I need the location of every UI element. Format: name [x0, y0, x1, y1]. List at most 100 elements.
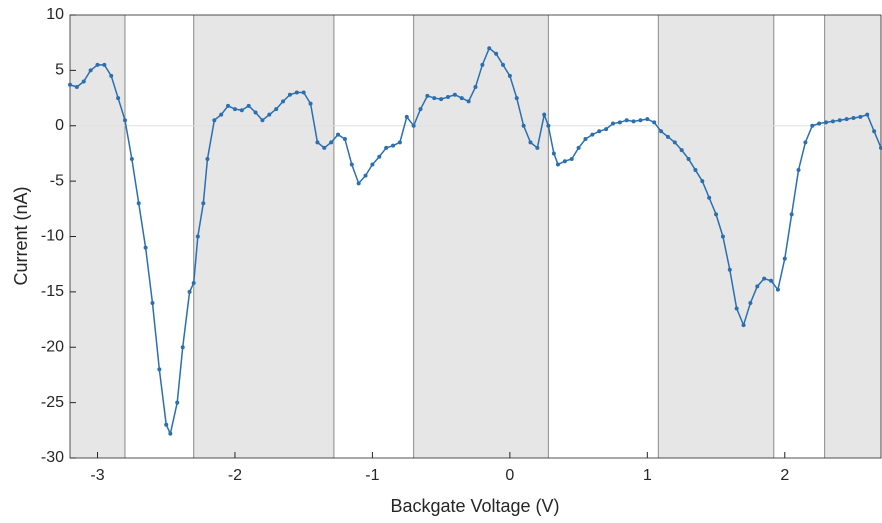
data-point — [659, 129, 664, 134]
data-point — [95, 62, 100, 67]
data-point — [74, 84, 79, 89]
shaded-band — [824, 15, 881, 458]
data-point — [741, 323, 746, 328]
data-point — [239, 108, 244, 113]
data-point — [384, 145, 389, 150]
data-point — [363, 173, 368, 178]
y-tick-label: -15 — [41, 283, 64, 300]
y-tick-label: 10 — [46, 6, 64, 23]
data-point — [824, 120, 829, 125]
data-point — [700, 179, 705, 184]
data-point — [782, 256, 787, 261]
data-point — [755, 284, 760, 289]
data-point — [432, 96, 437, 101]
data-point — [590, 132, 595, 137]
data-point — [645, 117, 650, 122]
data-point — [597, 129, 602, 134]
data-point — [109, 73, 114, 78]
x-tick-label: -1 — [365, 467, 379, 484]
data-point — [329, 140, 334, 145]
data-point — [459, 96, 464, 101]
x-tick-label: 0 — [505, 467, 514, 484]
data-point — [315, 140, 320, 145]
data-point — [727, 267, 732, 272]
plot-area — [68, 46, 882, 436]
data-point — [88, 68, 93, 73]
data-point — [473, 84, 478, 89]
data-point — [391, 143, 396, 148]
data-point — [796, 168, 801, 173]
y-tick-label: -20 — [41, 338, 64, 355]
y-tick-label: -30 — [41, 449, 64, 466]
data-point — [322, 145, 327, 150]
data-point — [157, 367, 162, 372]
data-point — [631, 119, 636, 124]
data-point — [480, 62, 485, 67]
data-point — [535, 145, 540, 150]
data-point — [164, 422, 169, 427]
data-point — [775, 287, 780, 292]
data-point — [693, 168, 698, 173]
x-tick-label: -2 — [228, 467, 242, 484]
data-point — [562, 159, 567, 164]
data-line — [69, 47, 882, 436]
data-point — [879, 145, 882, 150]
shaded-band — [193, 15, 334, 458]
data-point — [267, 112, 272, 117]
data-point — [494, 51, 499, 56]
shaded-band — [413, 15, 549, 458]
data-point — [617, 120, 622, 125]
data-point — [342, 137, 347, 142]
data-point — [301, 90, 306, 95]
data-point — [356, 181, 361, 186]
data-point — [810, 123, 815, 128]
x-axis-label: Backgate Voltage (V) — [390, 496, 559, 516]
shaded-band — [70, 15, 125, 458]
data-point — [205, 156, 210, 161]
data-point — [175, 400, 180, 405]
data-point — [762, 276, 767, 281]
data-point — [129, 156, 134, 161]
data-point — [212, 118, 217, 123]
data-point — [500, 62, 505, 67]
bands — [70, 15, 881, 458]
x-tick-label: -3 — [90, 467, 104, 484]
data-point — [446, 94, 451, 99]
data-point — [452, 92, 457, 97]
data-point — [872, 129, 877, 134]
y-axis-label: Current (nA) — [11, 186, 31, 285]
y-tick-label: -10 — [41, 228, 64, 245]
x-tick-label: 1 — [643, 467, 652, 484]
data-point — [349, 162, 354, 167]
data-point — [308, 101, 313, 106]
data-point — [514, 96, 519, 101]
data-point — [542, 112, 547, 117]
data-point — [487, 46, 492, 51]
data-point — [191, 281, 196, 286]
data-point — [370, 162, 375, 167]
data-point — [336, 132, 341, 137]
data-point — [377, 154, 382, 159]
data-point — [803, 140, 808, 145]
data-point — [858, 114, 863, 119]
data-point — [102, 62, 107, 67]
data-point — [274, 107, 279, 112]
data-point — [246, 103, 251, 108]
data-point — [68, 82, 72, 87]
data-point — [143, 245, 148, 250]
data-point — [714, 212, 719, 217]
data-point — [232, 107, 237, 112]
data-point — [281, 99, 286, 104]
data-point — [817, 121, 822, 126]
data-point — [260, 118, 265, 123]
data-point — [555, 162, 560, 167]
data-point — [707, 195, 712, 200]
y-tick-label: 5 — [55, 62, 64, 79]
data-point — [253, 110, 258, 115]
data-point — [686, 156, 691, 161]
data-point — [769, 278, 774, 283]
data-point — [418, 107, 423, 112]
x-tick-label: 2 — [780, 467, 789, 484]
data-point — [287, 92, 292, 97]
